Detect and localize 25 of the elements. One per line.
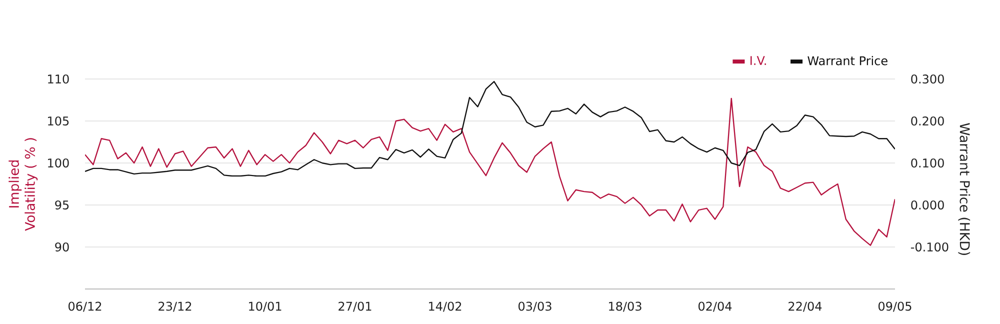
y-axis-title: Implied Volatility ( % ): [8, 138, 38, 231]
legend-label: Warrant Price: [808, 56, 888, 66]
y-tick-label: 110: [48, 74, 69, 84]
x-tick-label: 18/03: [609, 302, 642, 312]
x-tick-label: 09/05: [878, 302, 912, 312]
x-tick-label: 22/04: [788, 302, 822, 312]
legend-label: I.V.: [750, 56, 766, 65]
x-tick-label: 14/02: [429, 302, 462, 312]
x-tick-label: 03/03: [518, 302, 552, 312]
y-tick-label: 105: [48, 116, 69, 126]
y2-tick-label: 0.200: [911, 116, 944, 126]
y-tick-label: 95: [55, 200, 69, 210]
y2-tick-label: 0.300: [911, 74, 944, 84]
x-tick-label: 06/12: [68, 302, 102, 312]
y2-tick-label: -0.100: [910, 242, 948, 252]
y-tick-label: 90: [55, 242, 69, 252]
y2-tick-label: 0.000: [911, 200, 944, 210]
y2-axis-title: Warrant Price (HKD): [958, 123, 970, 255]
x-tick-label: 10/01: [249, 302, 282, 312]
x-tick-label: 27/01: [338, 302, 372, 312]
y2-tick-label: 0.100: [911, 158, 944, 168]
line-series: [85, 98, 895, 246]
y-tick-label: 100: [48, 158, 69, 168]
x-tick-label: 02/04: [698, 302, 732, 312]
x-tick-label: 23/12: [158, 302, 192, 312]
